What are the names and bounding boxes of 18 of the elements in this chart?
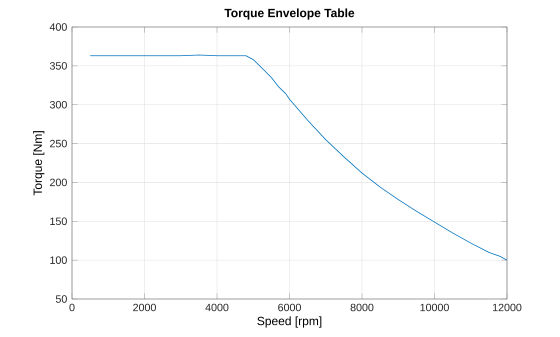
x-tick-label: 0 xyxy=(69,304,75,312)
x-tick-label: 10000 xyxy=(420,304,449,312)
y-tick-label: 200 xyxy=(50,178,67,186)
x-tick-label: 6000 xyxy=(278,304,301,312)
x-axis-title: Speed [rpm] xyxy=(257,316,322,328)
x-tick-label: 4000 xyxy=(205,304,228,312)
y-axis-title: Torque [Nm] xyxy=(33,131,44,196)
y-tick-label: 100 xyxy=(50,256,67,264)
y-tick-label: 250 xyxy=(50,140,67,148)
y-tick-label: 400 xyxy=(50,23,67,31)
chart-title: Torque Envelope Table xyxy=(224,8,354,20)
x-tick-label: 2000 xyxy=(133,304,156,312)
y-tick-label: 350 xyxy=(50,62,67,70)
y-tick-label: 150 xyxy=(50,218,67,226)
y-tick-label: 300 xyxy=(50,100,67,108)
y-tick-label: 50 xyxy=(56,295,67,303)
x-tick-label: 12000 xyxy=(492,304,522,312)
x-tick-label: 8000 xyxy=(350,304,374,312)
